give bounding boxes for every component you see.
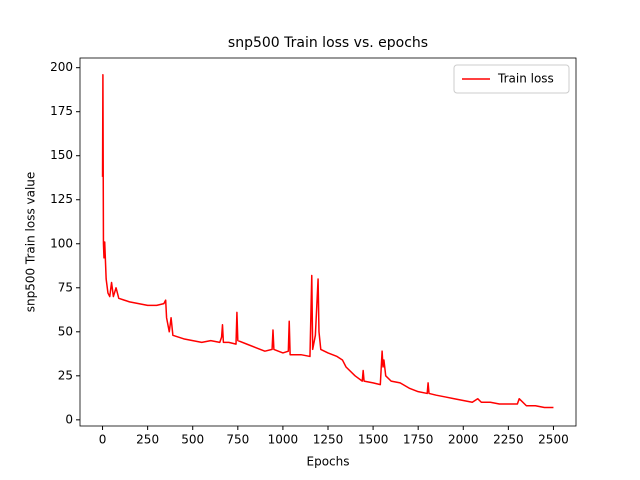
chart-title: snp500 Train loss vs. epochs xyxy=(228,35,428,51)
x-tick-label: 500 xyxy=(181,433,204,447)
line xyxy=(101,73,554,409)
x-tick-label: 250 xyxy=(136,433,159,447)
legend-box xyxy=(453,64,570,94)
y-tick-label: 0 xyxy=(65,412,73,426)
x-tick-label: 2250 xyxy=(493,433,524,447)
x-tick-label: 2000 xyxy=(448,433,479,447)
legend-label: Train loss xyxy=(497,72,554,86)
y-tick-label: 50 xyxy=(58,324,73,338)
y-tick-label: 100 xyxy=(50,236,73,250)
plot-frame xyxy=(79,57,577,427)
y-tick-label: 175 xyxy=(50,104,73,118)
y-tick-label: 200 xyxy=(50,60,73,74)
x-tick-label: 1750 xyxy=(403,433,434,447)
x-tick-label: 0 xyxy=(99,433,107,447)
x-tick-label: 2500 xyxy=(538,433,569,447)
y-tick-label: 150 xyxy=(50,148,73,162)
y-axis-label: snp500 Train loss value xyxy=(24,172,38,313)
x-axis-label: Epochs xyxy=(307,455,350,469)
y-tick-label: 25 xyxy=(58,368,73,382)
x-tick-label: 1000 xyxy=(268,433,299,447)
x-tick-label: 1250 xyxy=(313,433,344,447)
y-tick-label: 125 xyxy=(50,192,73,206)
y-tick-label: 75 xyxy=(58,280,73,294)
x-tick-label: 750 xyxy=(226,433,249,447)
x-tick-label: 1500 xyxy=(358,433,389,447)
